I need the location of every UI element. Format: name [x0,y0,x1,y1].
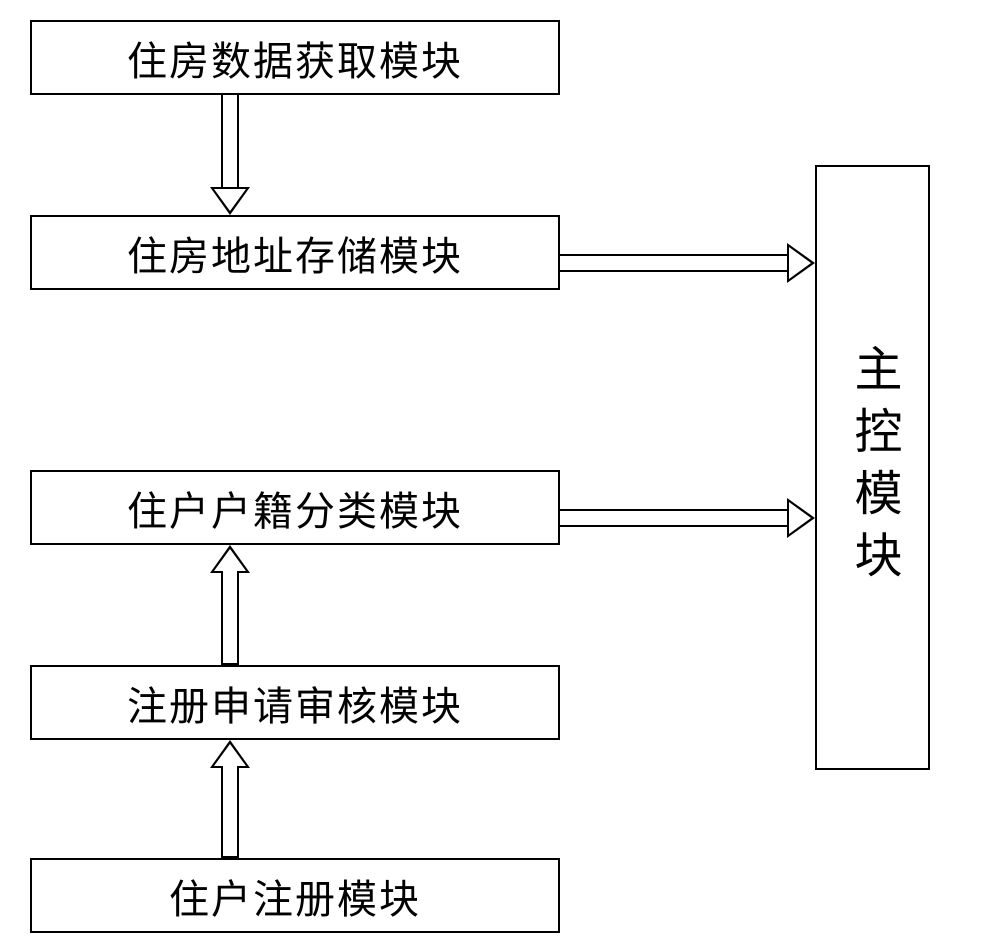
node-housing-data-acquisition: 住房数据获取模块 [30,20,560,95]
arrow-box2-to-main [560,243,815,283]
node-label: 住户户籍分类模块 [127,479,463,537]
node-housing-address-storage: 住房地址存储模块 [30,215,560,290]
node-resident-household-classification: 住户户籍分类模块 [30,470,560,545]
arrow-box5-to-box4 [210,740,250,858]
node-label: 住房地址存储模块 [127,224,463,282]
node-registration-review: 注册申请审核模块 [30,665,560,740]
node-label: 住房数据获取模块 [127,29,463,87]
flowchart-canvas: 住房数据获取模块 住房地址存储模块 住户户籍分类模块 注册申请审核模块 住户注册… [0,0,1000,945]
arrow-box3-to-main [560,498,815,538]
node-resident-registration: 住户注册模块 [30,858,560,933]
arrow-box1-to-box2 [210,95,250,215]
node-label: 主控模块 [838,344,908,592]
node-label: 注册申请审核模块 [127,674,463,732]
node-main-control: 主控模块 [815,165,930,770]
arrow-box4-to-box3 [210,545,250,665]
node-label: 住户注册模块 [169,867,421,925]
